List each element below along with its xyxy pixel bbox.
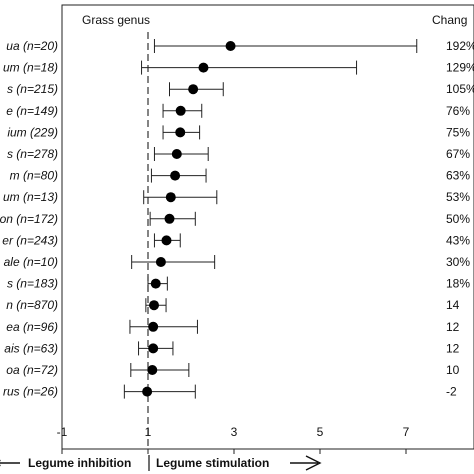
row-label: ua (n=20) xyxy=(6,39,58,53)
mean-point xyxy=(150,278,161,289)
change-value: 43% xyxy=(446,233,470,247)
header-right: Chang xyxy=(432,13,467,27)
row-label: oa (n=72) xyxy=(6,363,58,377)
arrow-right-head xyxy=(305,455,322,471)
row-label: on (n=172) xyxy=(0,212,58,226)
forest-row: s (n=215) 105% xyxy=(7,82,474,97)
forest-row: um (n=18) 129% xyxy=(3,60,474,75)
row-label: er (n=243) xyxy=(2,233,58,247)
row-label: ium (229) xyxy=(7,125,58,139)
x-axis-ticks: -1 1 3 5 7 xyxy=(57,425,410,454)
mean-point xyxy=(175,127,186,138)
mean-point xyxy=(164,213,175,224)
change-value: 10 xyxy=(446,363,460,377)
mean-point xyxy=(225,41,236,51)
forest-row: m (n=80) 63% xyxy=(10,168,470,183)
mean-point xyxy=(155,257,166,267)
x-tick-label: 3 xyxy=(231,425,238,439)
row-label: s (n=278) xyxy=(7,147,58,161)
row-label: e (n=149) xyxy=(6,104,58,118)
change-value: 50% xyxy=(446,212,470,226)
forest-row: ua (n=20) 192% xyxy=(6,39,474,53)
mean-point xyxy=(171,149,182,159)
mean-point xyxy=(198,62,209,73)
mean-point xyxy=(142,386,153,397)
change-value: 63% xyxy=(446,169,470,183)
change-value: 12 xyxy=(446,341,460,355)
mean-point xyxy=(175,105,186,116)
forest-row: on (n=172) 50% xyxy=(0,211,470,226)
mean-point xyxy=(149,300,160,311)
x-tick-label: 7 xyxy=(403,425,410,439)
x-tick-label: -1 xyxy=(57,425,68,439)
change-value: 105% xyxy=(446,82,474,96)
change-value: 12 xyxy=(446,320,460,334)
row-label: ea (n=96) xyxy=(6,320,58,334)
row-label: um (n=13) xyxy=(3,190,58,204)
forest-row: s (n=183) 18% xyxy=(7,276,470,291)
arrow-right-label: Legume stimulation xyxy=(156,456,269,470)
change-value: 53% xyxy=(446,190,470,204)
change-value: 192% xyxy=(446,39,474,53)
forest-row: e (n=149) 76% xyxy=(6,103,470,118)
row-label: s (n=215) xyxy=(7,82,58,96)
mean-point xyxy=(148,321,159,332)
change-value: 18% xyxy=(446,277,470,291)
forest-row: oa (n=72) 10 xyxy=(6,363,460,377)
forest-row: s (n=278) 67% xyxy=(7,147,470,161)
change-value: -2 xyxy=(446,385,457,399)
forest-row: er (n=243) 43% xyxy=(2,233,470,248)
change-value: 30% xyxy=(446,255,470,269)
row-label: n (n=870) xyxy=(6,298,58,312)
change-value: 129% xyxy=(446,61,474,75)
row-label: m (n=80) xyxy=(10,169,58,183)
row-label: ale (n=10) xyxy=(4,255,58,269)
mean-point xyxy=(165,192,176,203)
forest-row: ea (n=96) 12 xyxy=(6,319,460,334)
row-label: ais (n=63) xyxy=(4,341,58,355)
header-left: Grass genus xyxy=(82,13,150,27)
forest-row: ale (n=10) 30% xyxy=(4,255,470,269)
mean-point xyxy=(161,235,172,246)
forest-row: ais (n=63) 12 xyxy=(4,341,460,356)
mean-point xyxy=(148,343,159,354)
row-label: um (n=18) xyxy=(3,61,58,75)
plot-frame xyxy=(61,4,474,450)
row-label: rus (n=26) xyxy=(3,385,58,399)
change-value: 75% xyxy=(446,125,470,139)
forest-row: n (n=870) 14 xyxy=(6,298,460,313)
change-value: 76% xyxy=(446,104,470,118)
mean-point xyxy=(147,365,158,375)
row-label: s (n=183) xyxy=(7,277,58,291)
change-value: 14 xyxy=(446,298,460,312)
forest-row: ium (229) 75% xyxy=(7,125,470,140)
forest-row: rus (n=26) -2 xyxy=(3,384,457,399)
arrow-annotation: < Legume inhibition Legume stimulation xyxy=(0,455,322,471)
change-value: 67% xyxy=(446,147,470,161)
x-tick-label: 5 xyxy=(317,425,324,439)
arrow-left-label: Legume inhibition xyxy=(28,456,131,470)
forest-row: um (n=13) 53% xyxy=(3,190,470,205)
x-tick-label: 1 xyxy=(145,425,152,439)
mean-point xyxy=(188,84,199,95)
mean-point xyxy=(170,170,181,181)
rows-group: ua (n=20) 192% um (n=18) 129% s (n=215) 105% e… xyxy=(0,39,474,399)
